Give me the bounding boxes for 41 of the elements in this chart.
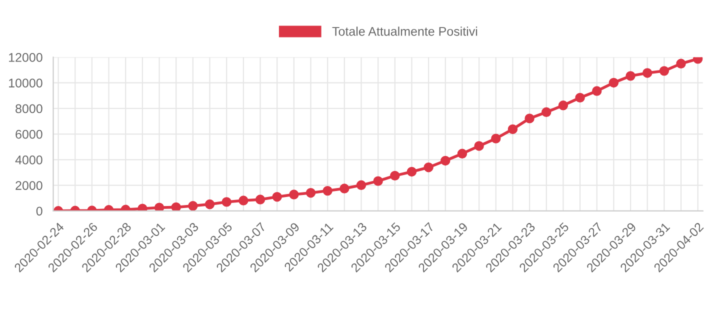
point <box>491 134 501 144</box>
point <box>306 188 316 198</box>
y-tick-label: 10000 <box>9 78 42 88</box>
point <box>508 124 518 134</box>
point <box>558 100 568 110</box>
y-tick-label: 6000 <box>16 130 42 139</box>
point <box>289 190 299 200</box>
point <box>356 180 366 190</box>
point <box>238 196 248 206</box>
point <box>676 58 686 68</box>
point <box>154 202 164 211</box>
y-tick-label: 8000 <box>16 104 42 114</box>
point <box>222 197 232 207</box>
legend-label: Totale Attualmente Positivi <box>332 26 478 36</box>
point <box>255 194 266 204</box>
point <box>592 86 602 96</box>
point <box>340 184 350 194</box>
point <box>272 192 282 202</box>
point <box>642 68 652 78</box>
point <box>524 114 534 124</box>
point <box>542 107 552 118</box>
point <box>659 66 670 76</box>
point <box>406 166 417 177</box>
point <box>373 176 383 186</box>
point <box>608 78 619 88</box>
y-tick-label: 2000 <box>16 181 42 190</box>
point <box>440 156 450 166</box>
point <box>188 201 198 211</box>
point <box>171 202 181 211</box>
point <box>575 92 585 103</box>
y-tick-label: 0 <box>36 206 42 216</box>
point <box>626 71 636 81</box>
point <box>457 148 468 159</box>
point <box>424 162 434 172</box>
y-tick-label: 4000 <box>15 155 42 164</box>
y-tick-label: 12000 <box>9 53 42 62</box>
point <box>204 199 215 210</box>
point <box>138 204 148 211</box>
point <box>390 170 400 181</box>
point <box>474 141 484 151</box>
point <box>322 186 332 196</box>
